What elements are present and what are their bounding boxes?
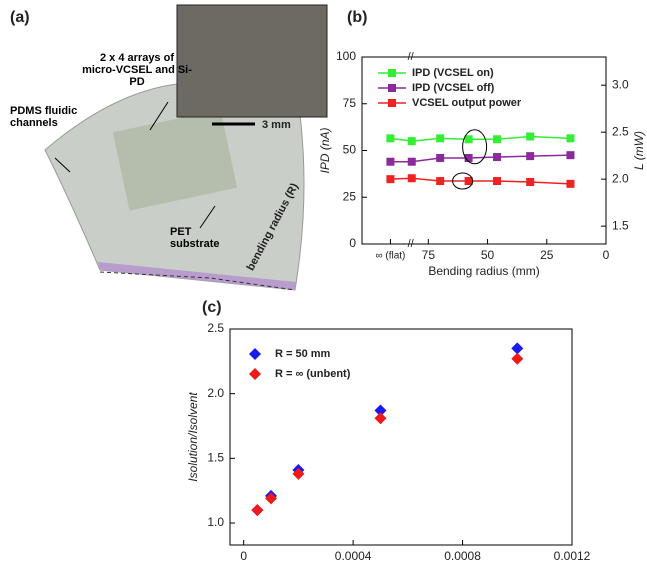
marker: [386, 134, 395, 143]
y2-tick-label: 3.0: [612, 77, 629, 91]
x-tick-label: 0.0004: [335, 549, 372, 563]
y-tick-label: 25: [343, 189, 357, 203]
x-tick-label: 0: [240, 549, 247, 563]
legend-marker: [388, 69, 396, 77]
y-tick-label: 2.5: [207, 321, 224, 335]
marker: [374, 412, 387, 425]
marker: [566, 151, 575, 160]
marker: [464, 153, 473, 162]
legend-marker: [388, 84, 396, 92]
arrow: [54, 157, 71, 173]
arrow: [149, 101, 169, 131]
legend-label: IPD (VCSEL on): [412, 67, 494, 79]
x-tick-label: 0.0008: [444, 549, 481, 563]
y-tick-label: 1.5: [207, 451, 224, 465]
marker: [265, 492, 278, 505]
marker: [386, 175, 395, 184]
marker: [511, 352, 524, 365]
marker: [292, 467, 305, 480]
array-label-box: 2 x 4 arrays of micro-VCSEL and Si-PD: [82, 52, 192, 88]
arrow: [199, 205, 216, 229]
array-area: [112, 109, 238, 211]
legend-marker: [249, 368, 261, 380]
y-axis-label: Isolution/Isolvent: [186, 392, 200, 482]
channel-label-box: PDMS fluidic channels: [10, 105, 78, 129]
marker: [436, 177, 445, 186]
marker: [436, 134, 445, 143]
substrate-label-box: PET substrate: [170, 226, 220, 250]
array-label: 2 x 4 arrays of micro-VCSEL and Si-PD: [82, 52, 192, 88]
x-tick-label: ∞ (flat): [375, 251, 405, 262]
annotation-circle: [462, 129, 488, 165]
marker: [464, 177, 473, 186]
y-tick-label: 0: [349, 236, 356, 250]
marker: [374, 404, 387, 417]
marker: [386, 157, 395, 166]
panel-label: (a): [10, 9, 30, 26]
channel-label: PDMS fluidic channels: [10, 105, 78, 129]
marker: [251, 504, 264, 517]
marker: [566, 179, 575, 188]
inset-photo: [176, 4, 328, 118]
axis-break: //: [408, 51, 415, 63]
series-line: [390, 154, 571, 163]
y2-tick-label: 1.5: [612, 218, 629, 232]
marker: [493, 135, 502, 144]
x-tick-label: 75: [422, 248, 436, 262]
legend-label: IPD (VCSEL off): [412, 82, 495, 94]
x-tick-label: 0: [603, 248, 610, 262]
series-line: [390, 135, 571, 142]
x-tick-label: 25: [540, 248, 554, 262]
marker: [407, 137, 416, 146]
y2-tick-label: 2.0: [612, 171, 629, 185]
y2-tick-label: 2.5: [612, 124, 629, 138]
annotation-circle: [452, 172, 474, 190]
radius-guide: [99, 271, 296, 291]
marker: [526, 132, 535, 141]
axis-break: //: [408, 238, 415, 250]
x-tick-label: 0.0012: [554, 549, 591, 563]
marker: [566, 134, 575, 143]
legend-marker: [388, 99, 396, 107]
y-axis-label: IPD (nA): [318, 127, 332, 173]
substrate-label: PET substrate: [170, 226, 220, 250]
y-tick-label: 100: [336, 49, 356, 63]
legend-label: R = ∞ (unbent): [275, 368, 351, 380]
y-tick-label: 2.0: [207, 386, 224, 400]
marker: [526, 177, 535, 186]
x-tick-label: 50: [481, 248, 495, 262]
y-tick-label: 1.0: [207, 515, 224, 529]
panel-label: (b): [347, 9, 367, 26]
series-line: [390, 177, 571, 185]
marker: [511, 342, 524, 355]
marker: [493, 177, 502, 186]
scale-label: 3 mm: [262, 119, 291, 131]
legend-label: VCSEL output power: [412, 97, 522, 109]
legend-label: R = 50 mm: [275, 348, 331, 360]
marker: [493, 153, 502, 162]
photo: (a) 2 x 4 arrays of micro-VCSEL and Si-P…: [10, 4, 328, 291]
marker: [436, 153, 445, 162]
legend-marker: [249, 348, 261, 360]
marker: [464, 135, 473, 144]
panel-label: (c): [202, 299, 222, 316]
y2-axis-label: L (mW): [632, 131, 646, 170]
x-axis-label: Bending radius (mm): [428, 264, 539, 278]
y-tick-label: 50: [343, 143, 357, 157]
marker: [526, 152, 535, 161]
plot-frame: [229, 328, 573, 546]
marker: [407, 157, 416, 166]
marker: [407, 174, 416, 183]
y-tick-label: 75: [343, 96, 357, 110]
